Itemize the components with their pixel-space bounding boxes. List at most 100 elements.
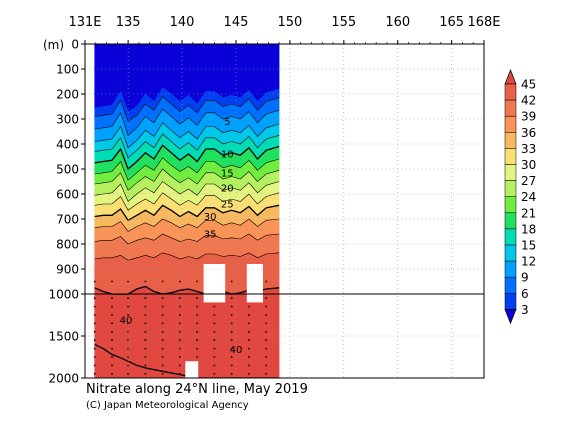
contour-line-3 bbox=[94, 96, 280, 122]
colorbar-swatch bbox=[504, 276, 517, 294]
obs-dot bbox=[111, 356, 113, 358]
obs-dot bbox=[248, 339, 250, 342]
colorbar-level-label: 21 bbox=[521, 206, 536, 220]
obs-dot bbox=[230, 280, 233, 283]
colorbar-swatch bbox=[504, 164, 517, 181]
y-unit-label: (m) bbox=[43, 38, 64, 52]
obs-dot bbox=[196, 330, 199, 333]
contour-label-15: 15 bbox=[221, 168, 234, 179]
colorbar: 45 42 39 36 33 30 27 24 21 18 15 12 9 6 3 bbox=[504, 69, 536, 325]
obs-dot bbox=[248, 364, 250, 367]
obs-dot bbox=[230, 347, 233, 350]
obs-dot bbox=[161, 347, 164, 350]
obs-dot bbox=[179, 356, 181, 358]
colorbar-level-label: 27 bbox=[521, 174, 536, 188]
y-tick-label: 300 bbox=[56, 113, 79, 127]
obs-dot bbox=[144, 330, 147, 333]
obs-dot bbox=[196, 322, 199, 325]
obs-dot bbox=[265, 356, 268, 358]
contour-line-27 bbox=[94, 192, 280, 211]
obs-dot bbox=[111, 305, 113, 308]
colorbar-level-label: 39 bbox=[521, 110, 536, 124]
x-tick-label: 140 bbox=[170, 15, 195, 30]
chart-credit: (C) Japan Meteorological Agency bbox=[86, 400, 249, 411]
y-tick-label: 500 bbox=[56, 163, 79, 177]
obs-dot bbox=[230, 372, 233, 375]
obs-dot bbox=[161, 356, 164, 358]
colorbar-level-label: 36 bbox=[521, 126, 536, 140]
colorbar-level-label: 9 bbox=[521, 271, 529, 285]
obs-dot bbox=[265, 305, 268, 308]
x-tick-label: 145 bbox=[224, 15, 249, 30]
contour-label-5: 5 bbox=[224, 117, 230, 128]
obs-dot bbox=[111, 297, 113, 300]
colorbar-swatch bbox=[504, 228, 517, 246]
obs-dot bbox=[161, 314, 164, 316]
obs-dot bbox=[161, 372, 164, 375]
obs-dot bbox=[111, 339, 113, 342]
obs-dot bbox=[213, 339, 216, 342]
obs-dot bbox=[111, 280, 113, 283]
missing-region-1 bbox=[246, 264, 263, 303]
obs-dot bbox=[213, 372, 216, 375]
contour-line-36 bbox=[94, 233, 280, 245]
obs-dot bbox=[111, 364, 113, 367]
obs-dot bbox=[179, 314, 181, 316]
contour-line-9 bbox=[94, 122, 280, 149]
obs-dot bbox=[127, 314, 129, 316]
obs-dot bbox=[93, 347, 96, 350]
obs-dot bbox=[111, 322, 113, 325]
contour-label-35: 35 bbox=[204, 230, 217, 241]
contour-label-40: 40 bbox=[230, 345, 243, 356]
chart-title: Nitrate along 24°N line, May 2019 bbox=[86, 382, 308, 397]
colorbar-swatch bbox=[504, 132, 517, 149]
y-tick-label: 200 bbox=[56, 88, 79, 102]
obs-dot bbox=[179, 330, 181, 333]
color-fill-layer bbox=[94, 44, 280, 378]
colorbar-swatch bbox=[504, 99, 517, 117]
obs-dot bbox=[230, 314, 233, 316]
obs-dot bbox=[248, 330, 250, 333]
obs-dot bbox=[127, 305, 129, 308]
x-tick-label: 155 bbox=[331, 15, 356, 30]
obs-dot bbox=[111, 372, 113, 375]
colorbar-swatch bbox=[504, 115, 517, 133]
colorbar-level-label: 3 bbox=[521, 303, 529, 317]
obs-dot bbox=[161, 364, 164, 367]
obs-dot bbox=[213, 364, 216, 367]
obs-dot bbox=[230, 356, 233, 358]
colorbar-swatch bbox=[504, 293, 517, 310]
obs-dot bbox=[144, 322, 147, 325]
obs-dot bbox=[248, 356, 250, 358]
colorbar-level-label: 30 bbox=[521, 158, 536, 172]
y-tick-label: 1500 bbox=[48, 330, 79, 344]
obs-dot bbox=[144, 339, 147, 342]
colorbar-swatch bbox=[504, 244, 517, 262]
obs-dot bbox=[213, 356, 216, 358]
x-tick-label: 168E bbox=[467, 15, 500, 30]
obs-dot bbox=[93, 314, 96, 316]
obs-dot bbox=[93, 356, 96, 358]
y-tick-label: 800 bbox=[56, 238, 79, 252]
obs-dot bbox=[265, 364, 268, 367]
obs-dot bbox=[93, 330, 96, 333]
obs-dot bbox=[179, 322, 181, 325]
contour-label-30: 30 bbox=[204, 212, 217, 223]
colorbar-swatch bbox=[504, 180, 517, 197]
obs-dot bbox=[93, 339, 96, 342]
obs-dot bbox=[248, 372, 250, 375]
obs-dot bbox=[196, 280, 199, 283]
obs-dot bbox=[230, 364, 233, 367]
obs-dot bbox=[161, 297, 164, 300]
obs-dot bbox=[179, 364, 181, 367]
obs-dot bbox=[161, 339, 164, 342]
obs-dot bbox=[161, 280, 164, 283]
x-tick-label: 165 bbox=[439, 15, 464, 30]
obs-dot bbox=[179, 297, 181, 300]
y-tick-label: 100 bbox=[56, 63, 79, 77]
contour-label-20: 20 bbox=[221, 183, 234, 194]
obs-dot bbox=[213, 314, 216, 316]
obs-dot bbox=[248, 322, 250, 325]
